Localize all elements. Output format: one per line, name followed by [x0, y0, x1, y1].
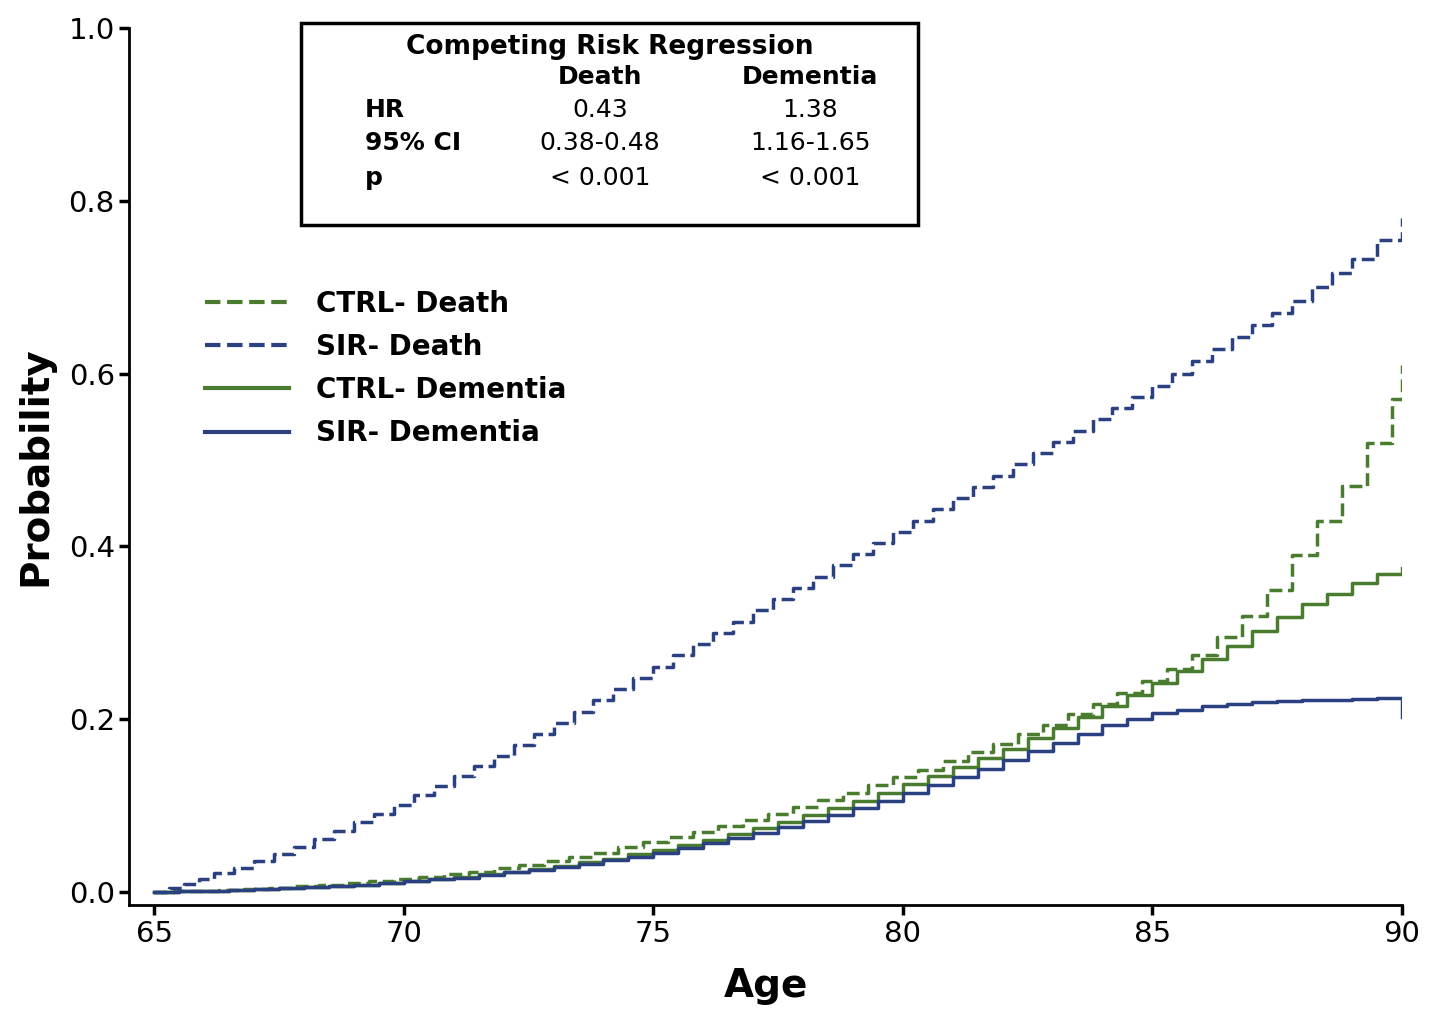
- Text: 1.38: 1.38: [782, 98, 838, 122]
- Text: p: p: [365, 167, 382, 190]
- Text: Dementia: Dementia: [741, 65, 878, 89]
- Text: HR: HR: [365, 98, 405, 122]
- Text: Competing Risk Regression: Competing Risk Regression: [407, 34, 813, 60]
- Legend: CTRL- Death, SIR- Death, CTRL- Dementia, SIR- Dementia: CTRL- Death, SIR- Death, CTRL- Dementia,…: [194, 279, 578, 459]
- FancyBboxPatch shape: [302, 24, 918, 225]
- Y-axis label: Probability: Probability: [17, 346, 55, 587]
- X-axis label: Age: Age: [723, 968, 808, 1006]
- Text: Death: Death: [558, 65, 642, 89]
- Text: < 0.001: < 0.001: [550, 167, 651, 190]
- Text: < 0.001: < 0.001: [760, 167, 861, 190]
- Text: 0.38-0.48: 0.38-0.48: [540, 131, 661, 155]
- Text: 0.43: 0.43: [572, 98, 628, 122]
- Text: 1.16-1.65: 1.16-1.65: [750, 131, 871, 155]
- Text: 95% CI: 95% CI: [365, 131, 461, 155]
